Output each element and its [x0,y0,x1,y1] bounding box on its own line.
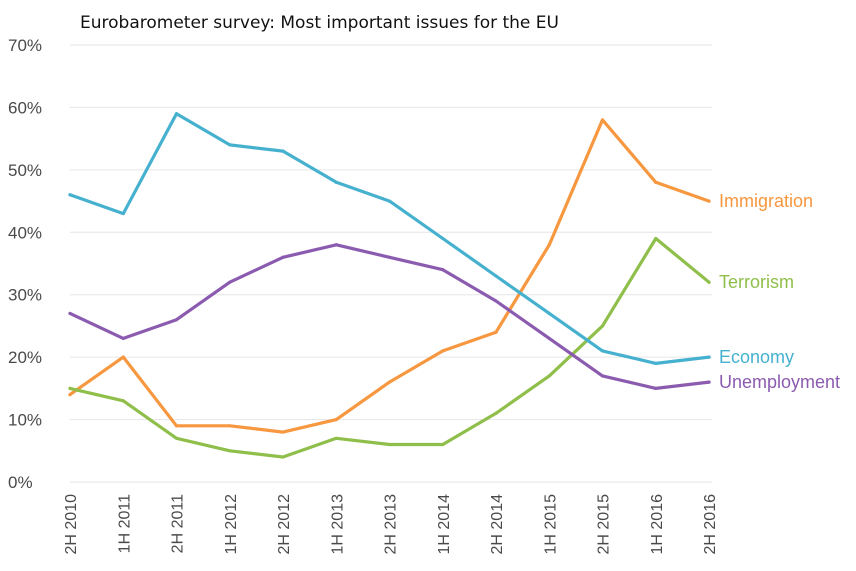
data-point-immigration [494,330,498,334]
data-point-economy [707,355,711,359]
x-axis-ticks: 2H 2010 1H 2011 2H 2011 1H 2012 2H 2012 1H 20… [63,494,719,555]
series-line-economy [68,112,711,365]
series-label-terrorism: Terrorism [719,272,794,292]
data-point-terrorism [121,399,125,403]
data-point-immigration [121,355,125,359]
data-point-unemployment [281,255,285,259]
data-point-terrorism [547,374,551,378]
data-point-immigration [281,430,285,434]
x-tick-label: 1H 2015 [542,494,559,555]
data-point-economy [654,361,658,365]
data-point-unemployment [121,336,125,341]
data-point-unemployment [654,386,658,390]
series-label-economy: Economy [719,347,794,367]
y-tick-label: 40% [8,223,42,242]
data-point-economy [228,143,232,147]
data-point-economy [600,349,605,353]
x-tick-label: 1H 2014 [436,494,453,555]
data-point-unemployment [387,255,392,259]
x-tick-label: 2H 2015 [596,494,613,555]
y-tick-label: 70% [8,36,42,55]
x-tick-label: 1H 2012 [223,494,240,555]
x-tick-label: 2H 2012 [276,494,293,555]
data-point-terrorism [654,236,658,241]
data-point-unemployment [334,243,338,247]
y-tick-label: 50% [8,161,42,180]
data-point-unemployment [441,268,445,272]
data-point-economy [334,180,338,184]
data-point-unemployment [228,280,232,284]
y-tick-label: 0% [8,473,33,492]
data-point-terrorism [334,436,338,440]
data-point-unemployment [707,380,711,384]
series-labels: Immigration Terrorism Economy Unemployment [719,191,840,392]
data-point-immigration [174,424,179,428]
data-point-economy [547,311,551,316]
chart-title: Eurobarometer survey: Most important iss… [80,13,559,33]
data-point-unemployment [174,318,179,322]
x-tick-label: 2H 2016 [702,494,719,555]
data-point-unemployment [600,374,605,378]
series-lines [68,112,711,459]
x-tick-label: 2H 2011 [170,494,187,553]
series-line-terrorism [68,236,711,459]
x-tick-label: 2H 2014 [489,494,506,555]
data-point-terrorism [494,411,498,415]
data-point-unemployment [68,311,72,316]
data-point-economy [441,236,445,241]
y-tick-label: 60% [8,98,42,117]
data-point-economy [494,274,498,278]
grid [70,44,712,483]
data-point-immigration [387,380,392,384]
data-point-terrorism [441,442,445,447]
data-point-economy [387,199,392,203]
data-point-immigration [547,243,551,247]
data-point-terrorism [707,280,711,284]
data-point-terrorism [281,455,285,459]
data-point-immigration [707,199,711,203]
data-point-unemployment [494,299,498,303]
data-point-immigration [600,118,605,122]
data-point-economy [68,193,72,197]
data-point-immigration [441,349,445,353]
data-point-economy [121,211,125,216]
data-point-immigration [68,393,72,397]
data-point-immigration [334,417,338,422]
x-tick-label: 1H 2013 [329,494,346,555]
x-tick-label: 1H 2011 [116,494,133,553]
data-point-immigration [654,180,658,184]
data-point-terrorism [387,442,392,447]
y-tick-label: 30% [8,286,42,305]
data-point-terrorism [68,386,72,390]
y-tick-label: 20% [8,348,42,367]
y-tick-label: 10% [8,411,42,430]
data-point-terrorism [174,436,179,440]
y-axis-ticks: 0% 10% 20% 30% 40% 50% 60% 70% [8,36,42,492]
series-label-immigration: Immigration [719,191,813,211]
series-line-unemployment [68,243,711,390]
series-label-unemployment: Unemployment [719,372,840,392]
x-tick-label: 1H 2016 [649,494,666,555]
data-point-immigration [228,424,232,428]
data-point-terrorism [228,449,232,453]
data-point-economy [174,112,179,116]
x-tick-label: 2H 2010 [63,494,80,555]
data-point-economy [281,149,285,153]
series-line-immigration [68,118,711,434]
data-point-unemployment [547,336,551,341]
data-point-terrorism [600,324,605,328]
x-tick-label: 2H 2013 [383,494,400,555]
